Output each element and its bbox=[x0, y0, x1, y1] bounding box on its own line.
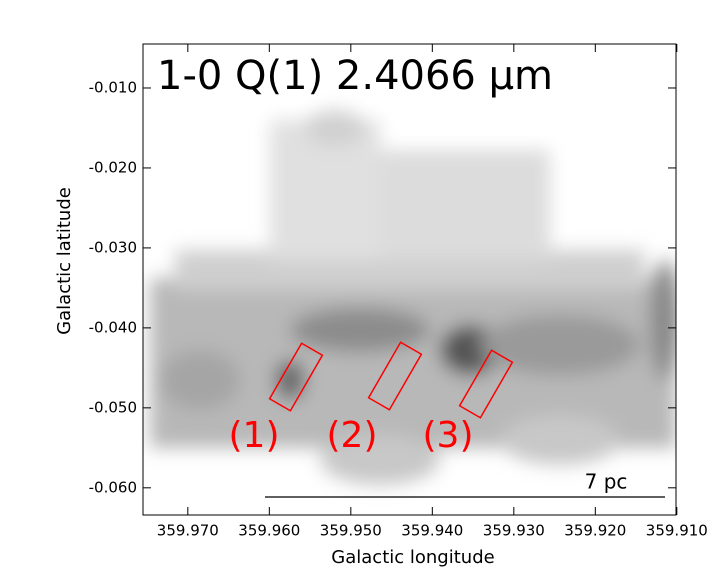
y-tick-label: -0.020 bbox=[89, 158, 137, 176]
y-axis-label: Galactic latitude bbox=[54, 187, 75, 335]
region-boxes bbox=[268, 341, 514, 419]
annotation: (3) bbox=[423, 415, 474, 456]
chart-title: 1-0 Q(1) 2.4066 μm bbox=[157, 53, 553, 99]
x-tick-label: 359.940 bbox=[401, 522, 463, 540]
annotation: (2) bbox=[327, 415, 378, 456]
region-box bbox=[268, 342, 324, 412]
x-tick-label: 359.910 bbox=[646, 522, 708, 540]
annotation: (1) bbox=[229, 415, 280, 456]
x-tick-label: 359.930 bbox=[483, 522, 545, 540]
ticks: 359.970 359.960 359.950 359.940 359.930 359.9… bbox=[89, 44, 708, 540]
plot-frame bbox=[142, 43, 677, 516]
y-tick-label: -0.050 bbox=[89, 398, 137, 416]
region-box bbox=[458, 349, 514, 419]
x-tick-label: 359.970 bbox=[157, 522, 219, 540]
y-tick-label: -0.030 bbox=[89, 238, 137, 256]
x-tick-label: 359.920 bbox=[564, 522, 626, 540]
x-tick-label: 359.950 bbox=[320, 522, 382, 540]
x-tick-label: 359.960 bbox=[238, 522, 300, 540]
y-tick-label: -0.010 bbox=[89, 78, 137, 96]
y-tick-label: -0.060 bbox=[89, 478, 137, 496]
emission-map bbox=[150, 110, 676, 485]
x-axis-label: Galactic longitude bbox=[331, 547, 494, 568]
region-box bbox=[367, 341, 423, 411]
y-tick-label: -0.040 bbox=[89, 318, 137, 336]
scale-bar-label: 7 pc bbox=[585, 470, 628, 494]
